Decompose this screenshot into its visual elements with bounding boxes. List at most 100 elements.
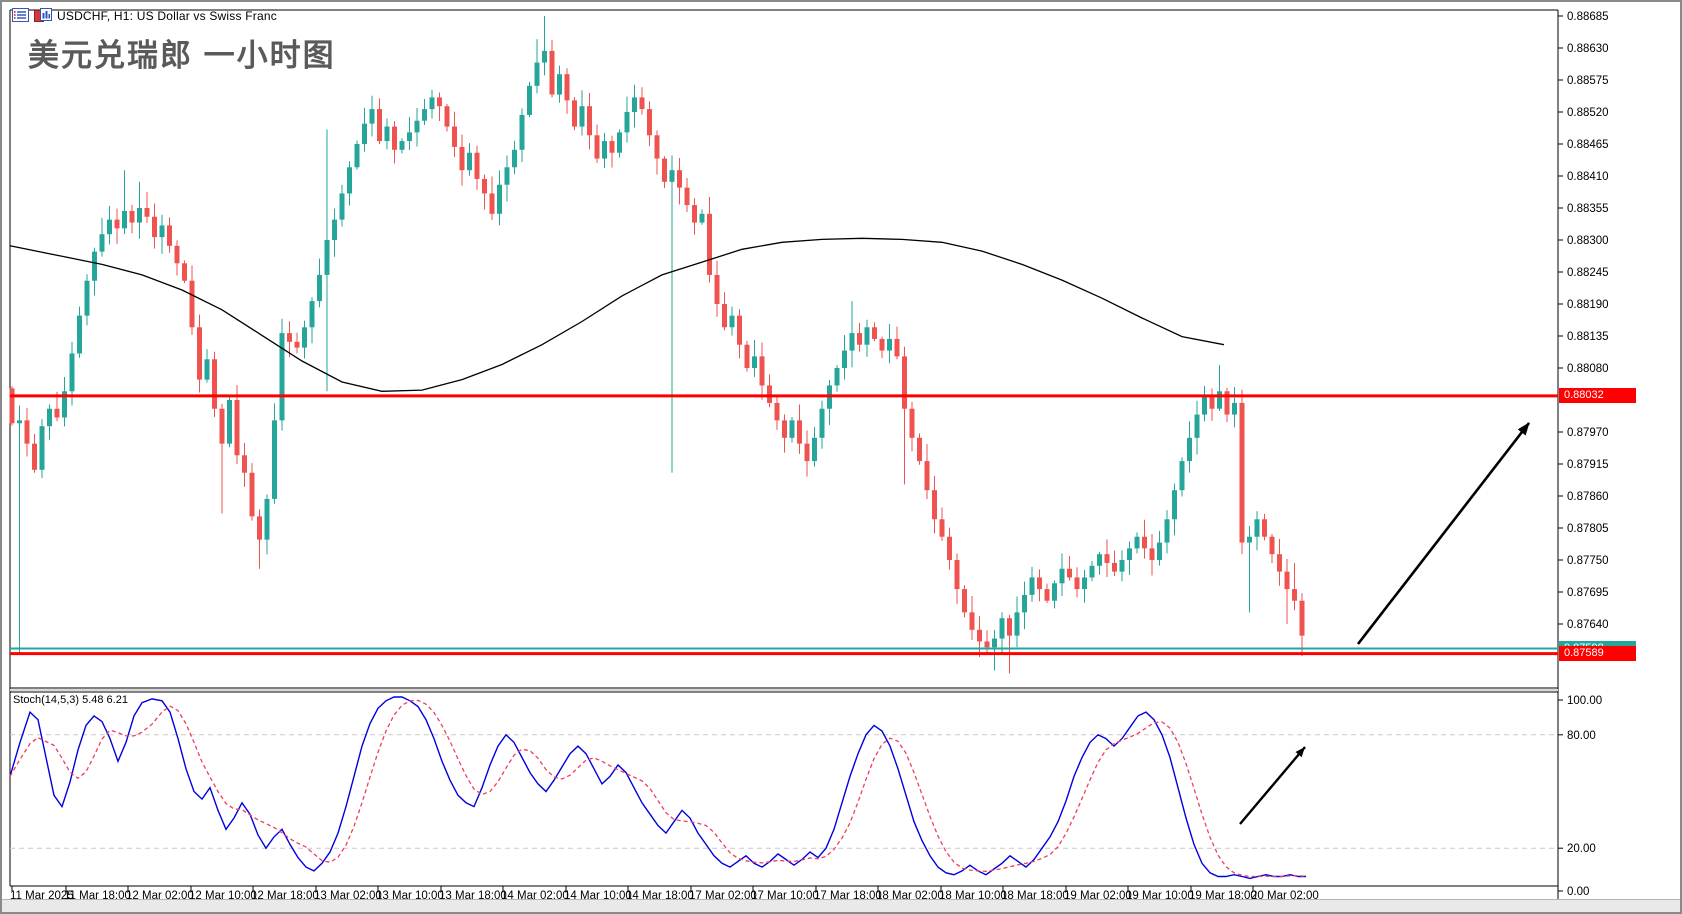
candle-body	[452, 126, 457, 147]
candle-body	[77, 315, 82, 354]
chart-title: USDCHF, H1: US Dollar vs Swiss Franc	[57, 8, 277, 23]
candle	[137, 181, 142, 239]
candle-body	[752, 356, 757, 369]
chart-icon[interactable]	[34, 8, 52, 23]
candle-body	[662, 158, 667, 182]
candle-body	[894, 338, 900, 357]
candle	[797, 404, 802, 454]
candle	[849, 301, 855, 368]
candle-body	[594, 135, 600, 159]
price-label: 0.88135	[1567, 331, 1609, 343]
candle	[1134, 532, 1140, 554]
candle	[369, 95, 375, 137]
candle-body	[624, 112, 630, 133]
candle-body	[647, 109, 652, 136]
candle-body	[954, 560, 960, 590]
candle-body	[744, 344, 750, 369]
candle-body	[1149, 548, 1155, 561]
candle-body	[909, 408, 915, 438]
price-label: 0.88465	[1567, 139, 1609, 151]
trend-arrow-stoch[interactable]	[1239, 746, 1306, 825]
candle	[512, 140, 517, 175]
candle-body	[669, 170, 675, 182]
candle-body	[54, 408, 60, 418]
candle	[984, 630, 990, 653]
candle-body	[789, 420, 795, 438]
candle	[647, 101, 652, 147]
candle-body	[819, 408, 825, 438]
candle-body	[459, 146, 465, 171]
candle	[144, 192, 150, 224]
candle	[1029, 566, 1035, 602]
candle-body	[17, 420, 22, 424]
candle-body	[399, 141, 405, 150]
candle-body	[227, 400, 232, 444]
candle-body	[572, 100, 577, 127]
candle	[902, 346, 907, 485]
journal-icon[interactable]	[12, 8, 29, 23]
stochastic-panel	[9, 696, 1307, 880]
candle-body	[1299, 600, 1305, 636]
candle	[399, 138, 405, 154]
candle	[804, 430, 810, 477]
candle-body	[849, 333, 855, 351]
candle-body	[1007, 618, 1012, 636]
candle-body	[932, 490, 937, 520]
candle-body	[1284, 571, 1290, 590]
candle-body	[302, 327, 307, 348]
candle-body	[257, 516, 262, 540]
candle	[294, 332, 300, 354]
candle-body	[917, 437, 922, 462]
candle-body	[1082, 577, 1087, 590]
candle	[39, 419, 45, 479]
candle	[917, 433, 922, 465]
candle-body	[602, 141, 607, 159]
candle	[819, 400, 825, 449]
candle	[1217, 365, 1222, 412]
candle	[1142, 519, 1147, 559]
candle-body	[617, 132, 622, 153]
candle-body	[1254, 519, 1260, 537]
candle	[9, 386, 15, 426]
candle-body	[392, 126, 397, 150]
candle-body	[549, 50, 555, 95]
candle	[602, 133, 607, 169]
candle	[744, 340, 750, 372]
candle	[92, 247, 97, 296]
candle-body	[887, 338, 892, 351]
price-label: 0.87970	[1567, 427, 1609, 439]
candle-body	[902, 356, 907, 409]
candle-body	[377, 109, 382, 142]
candle	[122, 170, 127, 234]
candle	[699, 209, 705, 225]
candle	[167, 217, 172, 253]
candle-body	[564, 74, 570, 101]
price-label: 0.88575	[1567, 75, 1609, 87]
candle	[497, 170, 502, 226]
candle-body	[1014, 612, 1020, 636]
candle	[624, 96, 630, 143]
candle	[99, 217, 105, 257]
candle	[1014, 596, 1020, 648]
candle-body	[347, 167, 352, 194]
candle	[467, 143, 472, 176]
candle	[32, 434, 37, 473]
candle-body	[1142, 536, 1147, 549]
candle-body	[1239, 402, 1245, 543]
trend-arrow-main[interactable]	[1356, 422, 1531, 645]
candle	[392, 121, 397, 164]
candle	[1179, 457, 1185, 497]
candle-body	[429, 97, 435, 110]
candle-body	[384, 126, 390, 142]
candle	[279, 318, 285, 431]
candle-body	[339, 193, 345, 220]
candle	[219, 403, 225, 514]
candle	[887, 324, 892, 364]
candle	[864, 319, 870, 357]
candle-body	[369, 109, 375, 124]
stoch-level-label: 100.00	[1567, 695, 1602, 707]
price-label: 0.87695	[1567, 587, 1609, 599]
candle-body	[812, 437, 817, 462]
candle-body	[264, 498, 270, 540]
candle-body	[467, 152, 472, 171]
